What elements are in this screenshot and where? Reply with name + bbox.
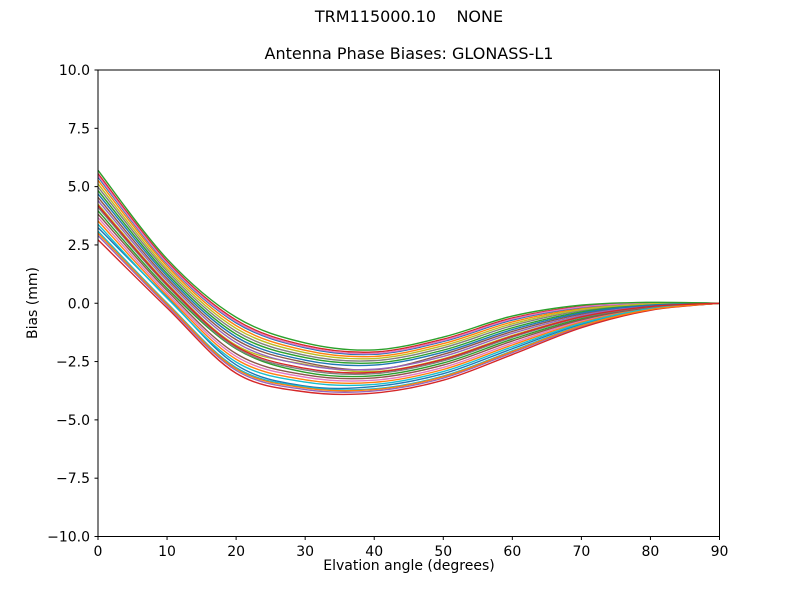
curves-group [98, 169, 720, 396]
axes-spines [97, 69, 720, 537]
y-axis-label: Bias (mm) [25, 266, 41, 340]
x-tick-label: 10 [158, 544, 176, 560]
x-tick-label: 0 [94, 544, 103, 560]
bias-curve-R23 [98, 169, 720, 351]
x-tick-label: 60 [503, 544, 521, 560]
axes-title: Antenna Phase Biases: GLONASS-L1 [264, 44, 554, 63]
x-tick-label: 80 [642, 544, 660, 560]
bias-curve-R02 [98, 179, 720, 358]
y-tick-label: −5.0 [56, 413, 90, 429]
bias-curve-R17 [98, 174, 720, 355]
x-tick-label: 20 [227, 544, 245, 560]
bias-curve-R13 [98, 189, 720, 365]
figure-suptitle: TRM115000.10 NONE [314, 7, 504, 26]
x-tick-label: 30 [296, 544, 314, 560]
x-tick-label: 40 [365, 544, 383, 560]
bias-curve-R04 [98, 172, 720, 353]
bias-curve-R03 [98, 210, 720, 378]
bias-curve-R15 [98, 199, 720, 371]
bias-curve-R12 [98, 220, 720, 384]
bias-curve-R24 [98, 204, 720, 374]
y-tick-label: 2.5 [68, 238, 90, 254]
bias-curve-R16 [98, 213, 720, 380]
x-axis-label: Elvation angle (degrees) [323, 558, 495, 574]
bias-curve-R20 [98, 223, 720, 387]
bias-curve-R07 [98, 216, 720, 382]
y-tick-label: 5.0 [68, 180, 90, 196]
bias-curve-R08 [98, 186, 720, 362]
bias-curve-R19 [98, 183, 720, 360]
x-tick-label: 90 [711, 544, 729, 560]
bias-curve-R21 [98, 193, 720, 367]
y-tick-label: −7.5 [56, 471, 90, 487]
x-tick-label: 50 [434, 544, 452, 560]
y-tick-label: 0.0 [68, 296, 90, 312]
bias-curve-R22 [98, 232, 720, 392]
y-tick-label: −10.0 [47, 530, 90, 546]
y-tick-label: −2.5 [56, 355, 90, 371]
y-tick-label: 10.0 [59, 63, 90, 79]
y-tick-label: 7.5 [68, 121, 90, 137]
x-tick-label: 70 [572, 544, 590, 560]
bias-curve-R14 [98, 239, 720, 396]
